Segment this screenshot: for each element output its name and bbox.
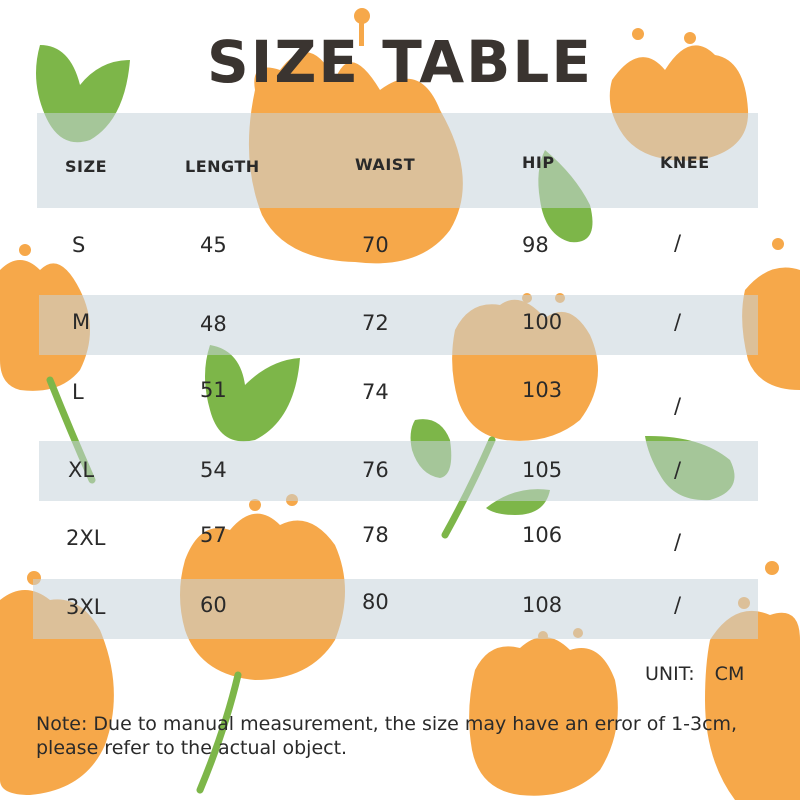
page-title: SIZE TABLE bbox=[207, 28, 593, 96]
row-l-waist: 74 bbox=[362, 380, 389, 404]
row-l-hip: 103 bbox=[522, 378, 563, 402]
header-waist: WAIST bbox=[355, 155, 416, 174]
row-s-size: S bbox=[72, 233, 86, 257]
unit-label: UNIT: CM bbox=[645, 663, 745, 685]
tulip-bottom-left bbox=[0, 590, 114, 795]
row-m-size: M bbox=[72, 310, 91, 334]
header-hip: HIP bbox=[522, 153, 555, 172]
row-band-m bbox=[39, 295, 758, 355]
header-size: SIZE bbox=[65, 157, 108, 176]
row-3xl-size: 3XL bbox=[66, 595, 106, 619]
row-l-knee: / bbox=[674, 394, 682, 418]
row-xl-hip: 105 bbox=[522, 458, 563, 482]
row-2xl-length: 57 bbox=[200, 523, 227, 547]
row-band-3xl bbox=[33, 579, 758, 639]
row-2xl-waist: 78 bbox=[362, 523, 389, 547]
row-m-knee: / bbox=[674, 310, 682, 334]
row-l-size: L bbox=[72, 380, 84, 404]
tulip-bottom-mid bbox=[469, 636, 618, 796]
row-3xl-knee: / bbox=[674, 593, 682, 617]
row-2xl-size: 2XL bbox=[66, 526, 106, 550]
row-xl-length: 54 bbox=[200, 458, 227, 482]
row-s-waist: 70 bbox=[362, 233, 389, 257]
row-l-length: 51 bbox=[200, 378, 227, 402]
stem-bottom-center bbox=[196, 671, 242, 794]
row-s-hip: 98 bbox=[522, 233, 549, 257]
header-knee: KNEE bbox=[660, 153, 710, 172]
row-m-hip: 100 bbox=[522, 310, 563, 334]
row-xl-size: XL bbox=[68, 458, 95, 482]
row-s-length: 45 bbox=[200, 233, 227, 257]
row-band-xl bbox=[39, 441, 758, 501]
header-length: LENGTH bbox=[185, 157, 260, 176]
row-2xl-hip: 106 bbox=[522, 523, 563, 547]
row-xl-knee: / bbox=[674, 458, 682, 482]
row-3xl-hip: 108 bbox=[522, 593, 563, 617]
row-s-knee: / bbox=[674, 231, 682, 255]
row-m-waist: 72 bbox=[362, 311, 389, 335]
measurement-note: Note: Due to manual measurement, the siz… bbox=[36, 713, 738, 759]
row-2xl-knee: / bbox=[674, 530, 682, 554]
tulip-bottom-right bbox=[705, 610, 800, 800]
row-3xl-length: 60 bbox=[200, 593, 227, 617]
row-xl-waist: 76 bbox=[362, 458, 389, 482]
leaf-middle-left bbox=[205, 345, 300, 442]
header-band bbox=[37, 113, 758, 208]
row-3xl-waist: 80 bbox=[362, 590, 389, 614]
row-m-length: 48 bbox=[200, 312, 227, 336]
